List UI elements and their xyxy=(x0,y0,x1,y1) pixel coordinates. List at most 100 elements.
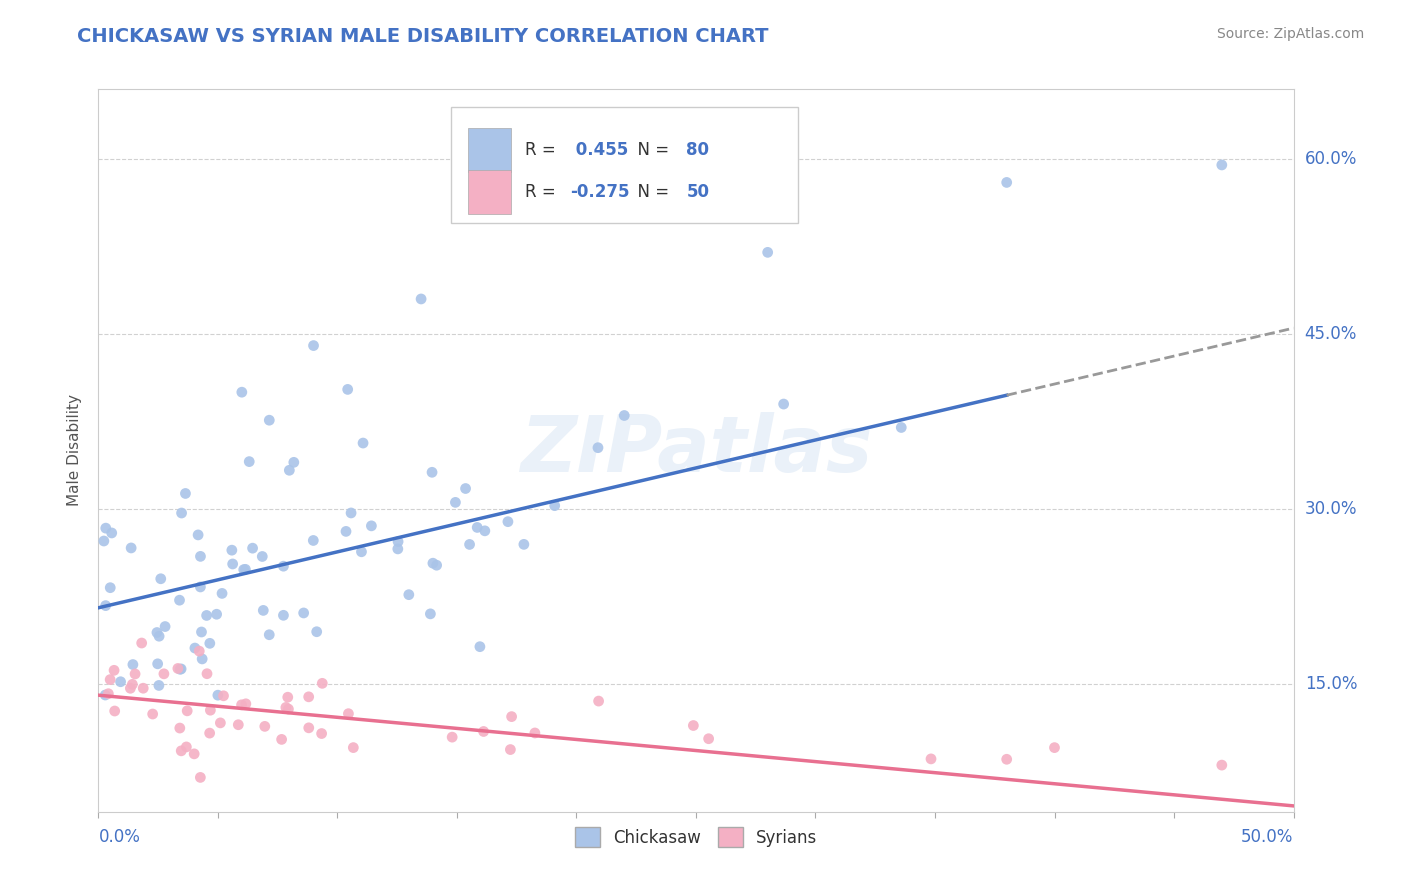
Point xyxy=(149,572,172,586)
Point xyxy=(352,436,374,450)
Point xyxy=(122,657,145,672)
Point xyxy=(142,706,165,721)
Text: 0.0%: 0.0% xyxy=(98,829,141,847)
FancyBboxPatch shape xyxy=(468,128,510,172)
Point xyxy=(273,559,295,574)
Text: 80: 80 xyxy=(686,141,710,160)
Point xyxy=(212,689,235,703)
Point xyxy=(211,586,233,600)
Point xyxy=(184,641,207,656)
Point xyxy=(302,338,325,352)
Point xyxy=(153,666,176,681)
Point xyxy=(298,721,321,735)
Point xyxy=(756,245,779,260)
Text: Source: ZipAtlas.com: Source: ZipAtlas.com xyxy=(1216,27,1364,41)
Point xyxy=(588,694,610,708)
Point xyxy=(170,506,193,520)
Point xyxy=(311,726,333,740)
Point xyxy=(292,606,315,620)
Point xyxy=(419,607,441,621)
Point xyxy=(231,385,253,400)
Point xyxy=(499,742,522,756)
Point xyxy=(273,608,295,623)
Point xyxy=(231,698,253,712)
Point xyxy=(772,397,794,411)
Point xyxy=(170,744,193,758)
Point xyxy=(169,662,191,676)
Point xyxy=(259,413,281,427)
FancyBboxPatch shape xyxy=(451,107,797,223)
Point xyxy=(191,652,214,666)
Point xyxy=(586,441,609,455)
Point xyxy=(387,541,409,556)
Point xyxy=(311,676,333,690)
Text: 50.0%: 50.0% xyxy=(1241,829,1294,847)
Point xyxy=(195,608,218,623)
Point xyxy=(613,409,636,423)
Point xyxy=(146,625,169,640)
Point xyxy=(697,731,720,746)
Point xyxy=(93,534,115,549)
Point xyxy=(513,537,536,551)
Text: 45.0%: 45.0% xyxy=(1305,325,1357,343)
Point xyxy=(226,717,249,731)
Point xyxy=(420,465,443,479)
Text: N =: N = xyxy=(627,141,673,160)
Text: 15.0%: 15.0% xyxy=(1305,674,1357,692)
Point xyxy=(523,726,546,740)
Point xyxy=(302,533,325,548)
Point xyxy=(1043,740,1066,755)
Point xyxy=(187,528,209,542)
Point xyxy=(995,752,1018,766)
Point xyxy=(298,690,321,704)
Point xyxy=(259,628,281,642)
Point xyxy=(458,537,481,551)
Point xyxy=(183,747,205,761)
Point xyxy=(472,724,495,739)
Point xyxy=(444,495,467,509)
Point xyxy=(103,663,125,677)
Point xyxy=(153,619,176,633)
Point xyxy=(235,562,257,576)
Text: -0.275: -0.275 xyxy=(571,183,630,202)
Point xyxy=(190,580,212,594)
Point xyxy=(454,482,477,496)
Point xyxy=(242,541,264,556)
Text: 30.0%: 30.0% xyxy=(1305,500,1357,517)
Point xyxy=(253,719,276,733)
Point xyxy=(474,524,496,538)
Point xyxy=(682,718,704,732)
Point xyxy=(170,662,193,676)
Point xyxy=(411,292,433,306)
Point xyxy=(94,521,117,535)
Y-axis label: Male Disability: Male Disability xyxy=(67,394,83,507)
Point xyxy=(167,661,190,675)
Text: 50: 50 xyxy=(686,183,710,202)
Point xyxy=(305,624,328,639)
Point xyxy=(104,704,127,718)
Point xyxy=(336,383,359,397)
Point xyxy=(277,690,299,705)
Point xyxy=(274,700,297,714)
Point xyxy=(342,740,364,755)
Point xyxy=(398,588,420,602)
Point xyxy=(94,599,117,613)
Point xyxy=(221,543,243,558)
Point xyxy=(169,593,191,607)
Point xyxy=(468,640,491,654)
Point xyxy=(200,703,222,717)
Point xyxy=(94,688,117,702)
Point xyxy=(198,726,221,740)
Point xyxy=(1211,158,1233,172)
Point xyxy=(360,519,382,533)
Point xyxy=(283,455,305,469)
Point xyxy=(335,524,357,539)
Text: ZIPatlas: ZIPatlas xyxy=(520,412,872,489)
Point xyxy=(270,732,292,747)
Point xyxy=(100,525,122,540)
Point xyxy=(124,667,146,681)
Point xyxy=(209,715,232,730)
Point xyxy=(221,557,243,571)
Point xyxy=(120,681,142,696)
Text: N =: N = xyxy=(627,183,673,202)
